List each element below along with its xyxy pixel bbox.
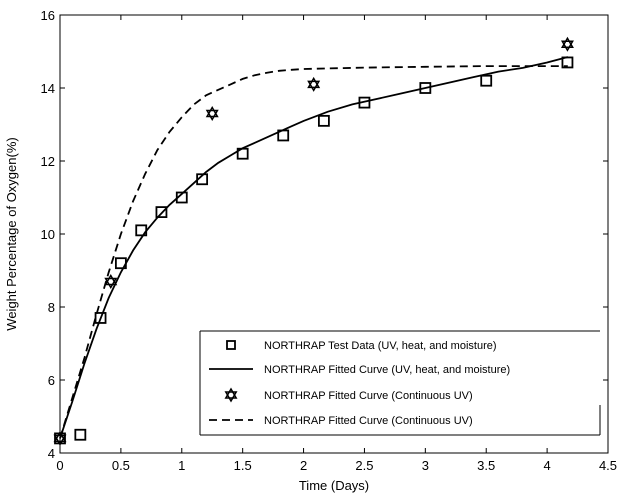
test-data-square-point — [480, 74, 493, 87]
x-tick-label: 0 — [56, 458, 63, 473]
legend-label-fitted-curve: NORTHRAP Fitted Curve (UV, heat, and moi… — [264, 364, 510, 376]
test-data-square-point — [175, 191, 188, 204]
x-tick-label: 1 — [178, 458, 185, 473]
legend-label-continuous-uv-points: NORTHRAP Fitted Curve (Continuous UV) — [264, 390, 473, 402]
continuous-uv-star-point — [560, 36, 574, 52]
y-axis-ticks: 4 6 8 10 12 14 16 — [41, 8, 608, 461]
y-tick-label: 12 — [41, 154, 55, 169]
series-layer — [53, 36, 574, 446]
x-tick-label: 2 — [300, 458, 307, 473]
y-tick-label: 16 — [41, 8, 55, 23]
x-tick-label: 3 — [422, 458, 429, 473]
continuous-uv-star-point — [104, 273, 118, 289]
legend-square-marker-icon — [226, 340, 236, 350]
x-tick-label: 2.5 — [355, 458, 373, 473]
legend: NORTHRAP Test Data (UV, heat, and moistu… — [199, 330, 601, 436]
legend-star-marker-icon — [224, 387, 238, 403]
test-data-square-point — [135, 224, 148, 237]
continuous-uv-star-point — [307, 76, 321, 92]
test-data-square-point — [277, 129, 290, 142]
test-data-square-point — [317, 114, 330, 127]
test-data-square-point — [155, 206, 168, 219]
test-data-square-point — [196, 173, 209, 186]
y-axis-label: Weight Percentage of Oxygen(%) — [4, 137, 19, 330]
x-axis-label: Time (Days) — [299, 478, 369, 493]
y-tick-label: 4 — [48, 446, 55, 461]
x-tick-label: 3.5 — [477, 458, 495, 473]
test-data-square-point — [74, 428, 87, 441]
x-tick-label: 1.5 — [234, 458, 252, 473]
test-data-square-point — [114, 257, 127, 270]
x-tick-label: 4.5 — [599, 458, 617, 473]
x-tick-label: 4 — [543, 458, 550, 473]
test-data-square-point — [94, 312, 107, 324]
y-tick-label: 8 — [48, 300, 55, 315]
test-data-square-point — [419, 82, 432, 94]
y-tick-label: 10 — [41, 227, 55, 242]
legend-label-continuous-uv-curve: NORTHRAP Fitted Curve (Continuous UV) — [264, 415, 473, 427]
x-axis-ticks: 0 0.5 1 1.5 2 2.5 3 3.5 4 4.5 — [56, 15, 617, 473]
plot-area — [59, 14, 609, 454]
continuous-uv-star-point — [53, 430, 67, 446]
test-data-square-point — [561, 56, 574, 69]
y-tick-label: 14 — [41, 81, 55, 96]
test-data-square-point — [358, 96, 371, 109]
y-tick-label: 6 — [48, 373, 55, 388]
x-tick-label: 0.5 — [112, 458, 130, 473]
legend-label-test-data: NORTHRAP Test Data (UV, heat, and moistu… — [264, 340, 497, 352]
continuous-uv-star-point — [205, 106, 219, 122]
test-data-square-point — [236, 147, 249, 160]
